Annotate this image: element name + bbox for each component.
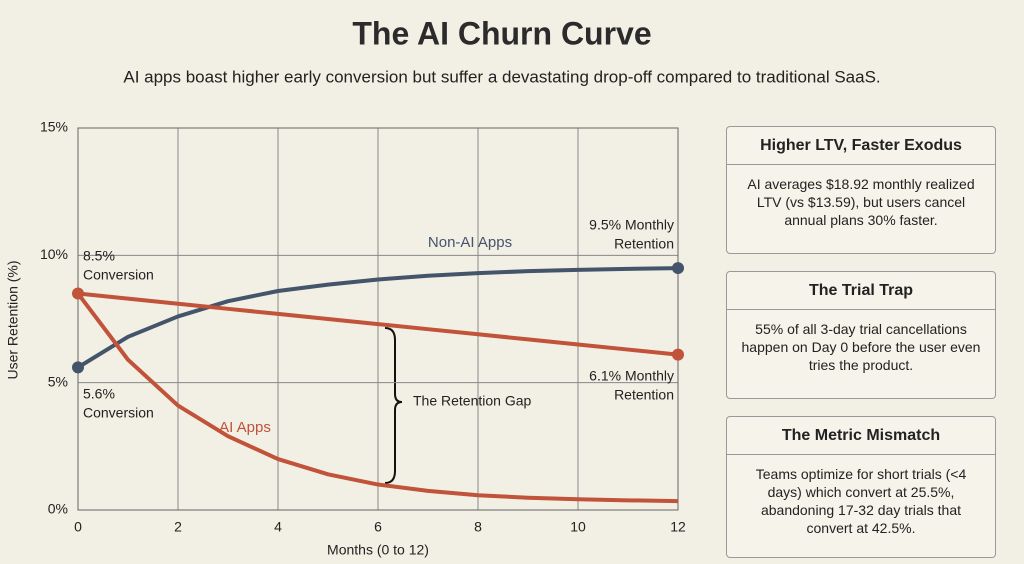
point-marker: [72, 287, 84, 300]
x-tick-label: 6: [374, 519, 382, 535]
series-label: Non-AI Apps: [428, 234, 512, 251]
x-tick-label: 4: [274, 519, 282, 535]
x-axis-label: Months (0 to 12): [327, 542, 429, 558]
plot-frame: [77, 127, 679, 511]
point-marker: [72, 361, 84, 374]
panel-text: AI averages $18.92 monthly realized LTV …: [747, 176, 975, 228]
chart-subtitle: AI apps boast higher early conversion bu…: [123, 67, 880, 86]
info-panel: The Trial Trap 55% of all 3-day trial can…: [726, 271, 996, 399]
annotation: Retention: [614, 387, 674, 403]
annotation: The Retention Gap: [413, 393, 532, 409]
annotation: Conversion: [83, 405, 154, 421]
annotation: Retention: [614, 236, 674, 252]
annotation: Conversion: [83, 267, 154, 283]
y-tick-label: 0%: [48, 501, 68, 517]
panel-title: The Trial Trap: [727, 272, 995, 310]
y-tick-label: 10%: [40, 246, 68, 262]
info-panel: The Metric Mismatch Teams optimize for sh…: [726, 416, 996, 558]
x-tick-label: 12: [670, 519, 686, 535]
panel-text: 55% of all 3-day trial cancellations hap…: [741, 321, 981, 373]
panel-title: Higher LTV, Faster Exodus: [727, 127, 995, 165]
annotation: 6.1% Monthly: [589, 368, 674, 384]
info-panel: Higher LTV, Faster Exodus AI averages $18…: [726, 126, 996, 254]
series-line: [76, 292, 679, 504]
x-tick-label: 2: [174, 519, 182, 535]
gap-brace: [384, 327, 403, 484]
annotation: 8.5%: [83, 248, 115, 264]
chart-title: The AI Churn Curve: [352, 15, 651, 51]
x-tick-label: 0: [74, 519, 82, 535]
x-tick-label: 8: [474, 519, 482, 535]
series-label: AI Apps: [219, 419, 271, 436]
y-tick-label: 15%: [40, 119, 68, 135]
y-axis-label: User Retention (%): [5, 260, 21, 379]
annotation: 9.5% Monthly: [589, 217, 674, 233]
panel-text: Teams optimize for short trials (<4 days…: [755, 466, 967, 536]
point-marker: [672, 348, 684, 361]
y-tick-label: 5%: [48, 373, 68, 389]
series-line: [77, 291, 679, 357]
x-tick-label: 10: [570, 519, 586, 535]
point-marker: [672, 262, 684, 275]
panel-title: The Metric Mismatch: [727, 417, 995, 455]
annotation: 5.6%: [83, 386, 115, 402]
series-line: [76, 266, 679, 370]
